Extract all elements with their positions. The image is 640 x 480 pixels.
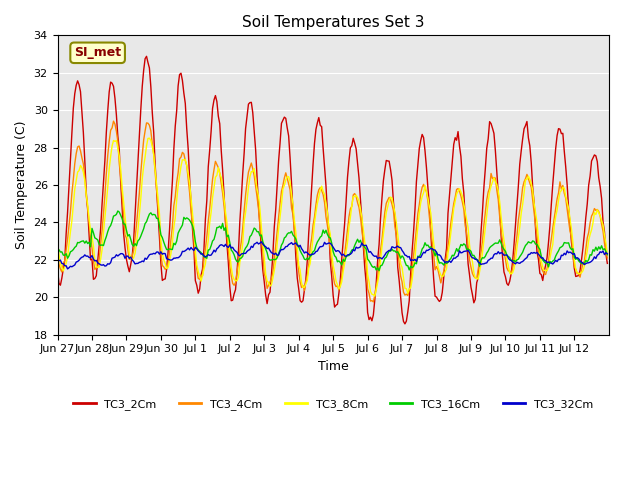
TC3_4Cm xyxy=(338,274,346,279)
TC3_16Cm xyxy=(604,252,611,258)
TC3_4Cm xyxy=(449,210,456,216)
TC3_32Cm xyxy=(339,252,347,257)
TC3_16Cm xyxy=(602,249,610,254)
TC3_2Cm xyxy=(338,256,346,262)
Legend: TC3_2Cm, TC3_4Cm, TC3_8Cm, TC3_16Cm, TC3_32Cm: TC3_2Cm, TC3_4Cm, TC3_8Cm, TC3_16Cm, TC3… xyxy=(69,394,597,414)
Line: TC3_16Cm: TC3_16Cm xyxy=(58,211,607,271)
TC3_2Cm xyxy=(143,53,150,59)
TC3_4Cm xyxy=(109,118,117,124)
TC3_16Cm xyxy=(90,230,97,236)
TC3_8Cm xyxy=(90,243,97,249)
TC3_16Cm xyxy=(449,252,456,258)
TC3_8Cm xyxy=(371,293,379,299)
TC3_8Cm xyxy=(145,135,153,141)
Line: TC3_4Cm: TC3_4Cm xyxy=(58,121,607,302)
TC3_2Cm xyxy=(72,83,80,88)
TC3_4Cm xyxy=(604,255,611,261)
TC3_4Cm xyxy=(531,210,538,216)
TC3_2Cm xyxy=(602,251,610,257)
TC3_4Cm xyxy=(54,249,61,254)
TC3_4Cm xyxy=(369,299,377,305)
Y-axis label: Soil Temperature (C): Soil Temperature (C) xyxy=(15,121,28,249)
TC3_32Cm xyxy=(64,266,72,272)
TC3_16Cm xyxy=(54,245,61,251)
TC3_32Cm xyxy=(602,250,610,255)
TC3_32Cm xyxy=(74,259,81,264)
TC3_2Cm xyxy=(54,266,61,272)
TC3_8Cm xyxy=(54,237,61,243)
TC3_4Cm xyxy=(72,151,80,156)
TC3_2Cm xyxy=(401,321,409,327)
TC3_32Cm xyxy=(604,251,611,257)
TC3_2Cm xyxy=(90,276,97,282)
TC3_4Cm xyxy=(90,258,97,264)
Line: TC3_32Cm: TC3_32Cm xyxy=(58,242,607,269)
X-axis label: Time: Time xyxy=(318,360,349,373)
Title: Soil Temperatures Set 3: Soil Temperatures Set 3 xyxy=(242,15,424,30)
Line: TC3_8Cm: TC3_8Cm xyxy=(58,138,607,296)
TC3_32Cm xyxy=(257,239,265,245)
TC3_32Cm xyxy=(54,258,61,264)
TC3_16Cm xyxy=(375,268,383,274)
Text: SI_met: SI_met xyxy=(74,46,121,60)
TC3_16Cm xyxy=(531,239,538,244)
TC3_32Cm xyxy=(91,258,99,264)
TC3_8Cm xyxy=(72,178,80,183)
TC3_8Cm xyxy=(531,201,538,206)
TC3_8Cm xyxy=(604,251,611,257)
TC3_8Cm xyxy=(338,279,346,285)
TC3_2Cm xyxy=(449,157,456,163)
TC3_16Cm xyxy=(338,262,346,268)
TC3_16Cm xyxy=(72,243,80,249)
TC3_8Cm xyxy=(602,240,610,246)
TC3_2Cm xyxy=(531,200,538,205)
TC3_16Cm xyxy=(114,208,122,214)
TC3_4Cm xyxy=(602,247,610,253)
TC3_8Cm xyxy=(449,217,456,223)
TC3_32Cm xyxy=(449,257,456,263)
Line: TC3_2Cm: TC3_2Cm xyxy=(58,56,607,324)
TC3_32Cm xyxy=(531,250,538,255)
TC3_2Cm xyxy=(604,261,611,266)
